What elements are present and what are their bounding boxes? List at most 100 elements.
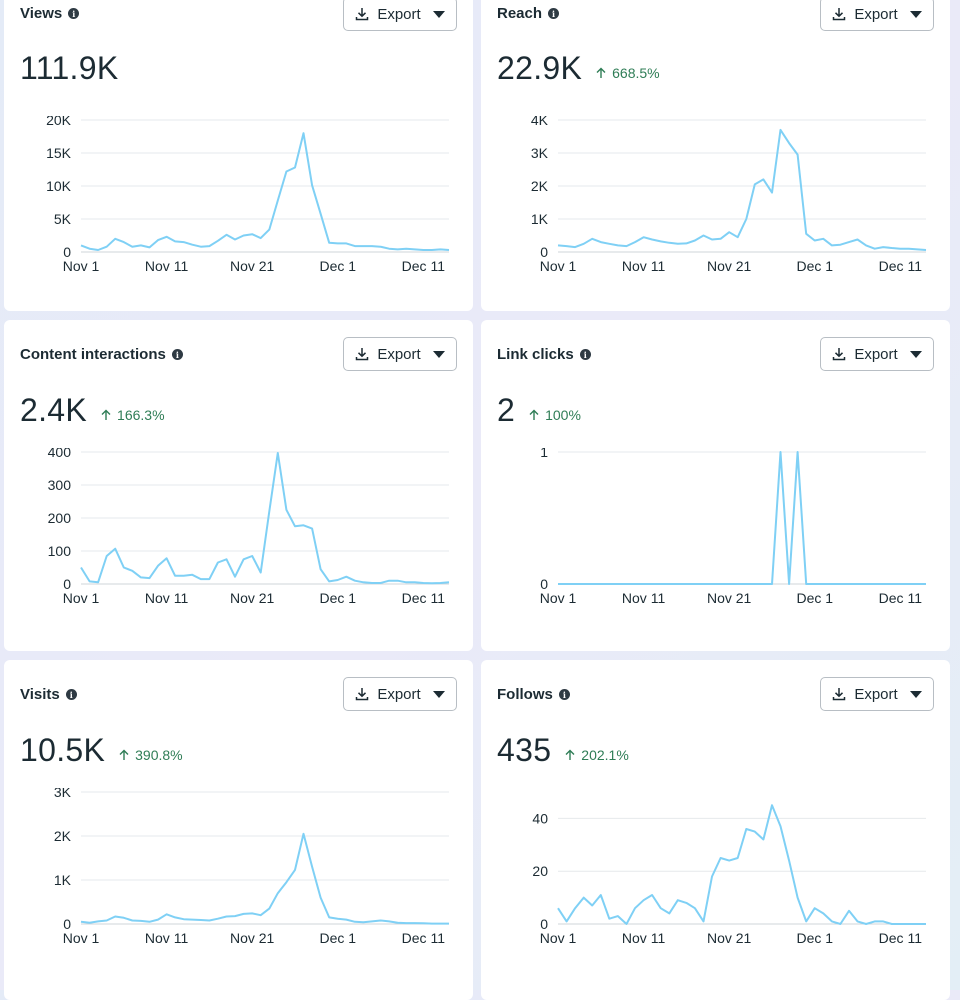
metric-change-value: 390.8%: [135, 747, 183, 763]
info-icon[interactable]: i: [68, 8, 80, 19]
card-title: Visits i: [20, 686, 77, 703]
x-tick-label: Dec 1: [796, 930, 833, 946]
x-tick-label: Nov 1: [63, 930, 100, 946]
export-button[interactable]: Export: [343, 0, 457, 31]
export-button[interactable]: Export: [343, 337, 457, 371]
visits-card: Visits i Export 10.5K 390.8% 0 1K 2K 3K Nov …: [4, 660, 473, 1000]
export-label: Export: [377, 5, 421, 23]
y-tick-label: 20K: [46, 116, 72, 128]
info-icon[interactable]: i: [558, 689, 570, 700]
x-tick-label: Dec 1: [796, 258, 833, 274]
y-tick-label: 400: [48, 448, 72, 460]
chevron-down-icon: [909, 690, 922, 698]
metric-value: 22.9K: [497, 50, 583, 86]
metric-change-value: 100%: [545, 407, 581, 423]
chevron-down-icon: [432, 10, 445, 18]
y-tick-label: 200: [48, 510, 72, 526]
download-icon: [833, 348, 846, 361]
x-tick-label: Nov 1: [63, 590, 100, 606]
x-tick-label: Nov 21: [230, 590, 275, 606]
metric-value: 435: [497, 732, 552, 768]
x-tick-label: Dec 11: [402, 590, 446, 606]
metric-value: 10.5K: [20, 732, 106, 768]
y-tick-label: 3K: [531, 145, 549, 161]
download-icon: [833, 688, 846, 701]
y-tick-label: 10K: [46, 178, 72, 194]
y-tick-label: 1K: [54, 872, 72, 888]
metric-value: 2: [497, 392, 516, 428]
x-tick-label: Dec 11: [402, 258, 446, 274]
link-clicks-card: Link clicks i Export 2 100% 0 1 Nov 1 Nov 1…: [481, 320, 950, 651]
y-tick-label: 100: [48, 543, 72, 559]
y-tick-label: 15K: [46, 145, 72, 161]
download-icon: [356, 348, 369, 361]
y-tick-label: 5K: [54, 211, 72, 227]
arrow-up-icon: [119, 749, 129, 760]
metric-change-value: 166.3%: [117, 407, 165, 423]
export-button[interactable]: Export: [820, 0, 934, 31]
x-tick-label: Dec 11: [879, 930, 923, 946]
x-tick-label: Dec 11: [879, 590, 923, 606]
y-tick-label: 3K: [54, 788, 72, 800]
x-tick-label: Nov 11: [145, 590, 189, 606]
export-button[interactable]: Export: [820, 337, 934, 371]
y-tick-label: 4K: [531, 116, 549, 128]
export-label: Export: [377, 345, 421, 363]
export-button[interactable]: Export: [343, 677, 457, 711]
export-label: Export: [377, 685, 421, 703]
info-icon[interactable]: i: [65, 689, 77, 700]
y-tick-label: 0: [63, 576, 71, 592]
series-line[interactable]: [557, 128, 927, 251]
download-icon: [356, 8, 369, 21]
download-icon: [356, 688, 369, 701]
x-tick-label: Nov 11: [622, 258, 666, 274]
series-line[interactable]: [80, 832, 449, 925]
arrow-up-icon: [529, 409, 539, 420]
visits-chart: 0 1K 2K 3K Nov 1 Nov 11 Nov 21 Dec 1 Dec 11: [54, 788, 449, 946]
card-title-label: Content interactions: [20, 346, 166, 363]
series-line[interactable]: [80, 452, 450, 585]
card-title-label: Reach: [497, 5, 543, 22]
chevron-down-icon: [432, 350, 445, 358]
chevron-down-icon: [432, 690, 445, 698]
x-tick-label: Nov 1: [540, 930, 577, 946]
chevron-down-icon: [909, 10, 922, 18]
metric-change-value: 202.1%: [581, 747, 629, 763]
metric-change: 100%: [529, 407, 581, 423]
series-line[interactable]: [558, 451, 926, 585]
content-interactions-chart: 0 100 200 300 400 Nov 1 Nov 11 Nov 21 Dec 1 Dec 1…: [48, 448, 450, 606]
x-tick-label: Nov 11: [622, 590, 666, 606]
metric-value: 111.9K: [20, 50, 119, 86]
card-title: Content interactions i: [20, 346, 183, 363]
x-tick-label: Nov 21: [707, 258, 752, 274]
views-chart: 0 5K 10K 15K 20K Nov 1 Nov 11 Nov 21 Dec 1 Dec 11: [46, 116, 450, 274]
y-tick-label: 0: [540, 576, 548, 592]
series-line[interactable]: [557, 804, 926, 925]
card-title: Link clicks i: [497, 346, 591, 363]
metric: 2.4K 166.3%: [20, 392, 165, 429]
follows-chart: 0 20 40 Nov 1 Nov 11 Nov 21 Dec 1 Dec 11: [532, 804, 926, 946]
export-button[interactable]: Export: [820, 677, 934, 711]
export-label: Export: [854, 345, 898, 363]
x-tick-label: Nov 1: [540, 258, 577, 274]
series-line[interactable]: [80, 132, 450, 251]
info-icon[interactable]: i: [548, 8, 560, 19]
metric-change: 202.1%: [565, 747, 629, 763]
info-icon[interactable]: i: [171, 349, 183, 360]
metric-change: 390.8%: [119, 747, 183, 763]
metric-change: 166.3%: [101, 407, 165, 423]
y-tick-label: 1: [540, 448, 548, 460]
x-tick-label: Dec 1: [319, 258, 356, 274]
x-tick-label: Nov 21: [707, 590, 752, 606]
y-tick-label: 300: [48, 477, 72, 493]
export-label: Export: [854, 685, 898, 703]
card-title-label: Follows: [497, 686, 553, 703]
download-icon: [833, 8, 846, 21]
metric: 10.5K 390.8%: [20, 732, 183, 769]
link-clicks-chart: 0 1 Nov 1 Nov 11 Nov 21 Dec 1 Dec 11: [540, 448, 926, 606]
info-icon[interactable]: i: [579, 349, 591, 360]
x-tick-label: Dec 1: [796, 590, 833, 606]
export-label: Export: [854, 5, 898, 23]
x-tick-label: Nov 21: [230, 258, 275, 274]
follows-card: Follows i Export 435 202.1% 0 20 40 Nov 1 No…: [481, 660, 950, 1000]
